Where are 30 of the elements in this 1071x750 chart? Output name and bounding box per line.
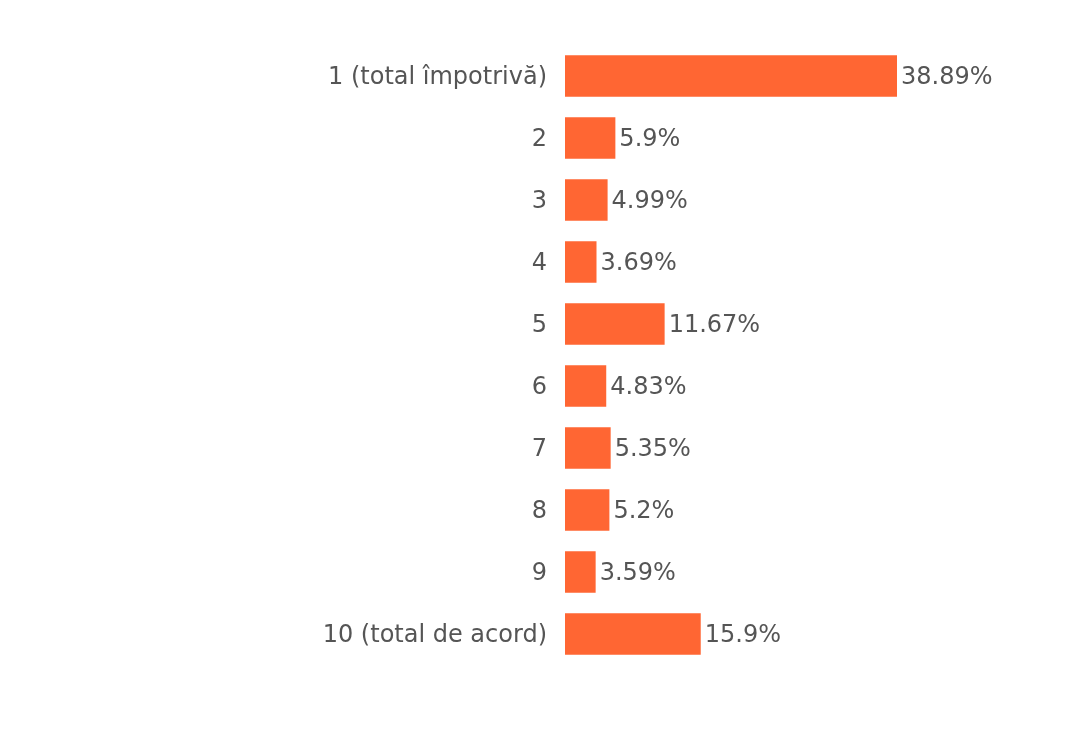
bar	[565, 489, 610, 531]
bar	[565, 427, 611, 469]
y-tick-label: 7	[531, 434, 547, 462]
bar	[565, 551, 596, 593]
data-label: 4.99%	[611, 186, 688, 214]
data-label: 38.89%	[901, 62, 993, 90]
bar	[565, 117, 616, 159]
y-tick-label: 3	[531, 186, 547, 214]
y-tick-label: 6	[531, 372, 547, 400]
data-label: 5.9%	[619, 124, 681, 152]
y-tick-label: 9	[531, 558, 547, 586]
bar	[565, 179, 608, 221]
y-tick-label: 10 (total de acord)	[322, 620, 547, 648]
y-tick-label: 5	[531, 310, 547, 338]
data-label: 3.69%	[600, 248, 677, 276]
y-tick-label: 1 (total împotrivă)	[328, 62, 547, 90]
data-label: 5.2%	[613, 496, 675, 524]
y-tick-label: 2	[531, 124, 547, 152]
y-tick-label: 8	[531, 496, 547, 524]
data-label: 3.59%	[599, 558, 676, 586]
data-label: 5.35%	[614, 434, 691, 462]
bar	[565, 241, 597, 283]
data-label: 15.9%	[704, 620, 781, 648]
data-label: 11.67%	[668, 310, 761, 338]
y-tick-label: 4	[531, 248, 547, 276]
bar	[565, 365, 607, 407]
data-label: 4.83%	[610, 372, 687, 400]
bar	[565, 55, 897, 97]
bar	[565, 303, 665, 345]
bar	[565, 613, 701, 655]
